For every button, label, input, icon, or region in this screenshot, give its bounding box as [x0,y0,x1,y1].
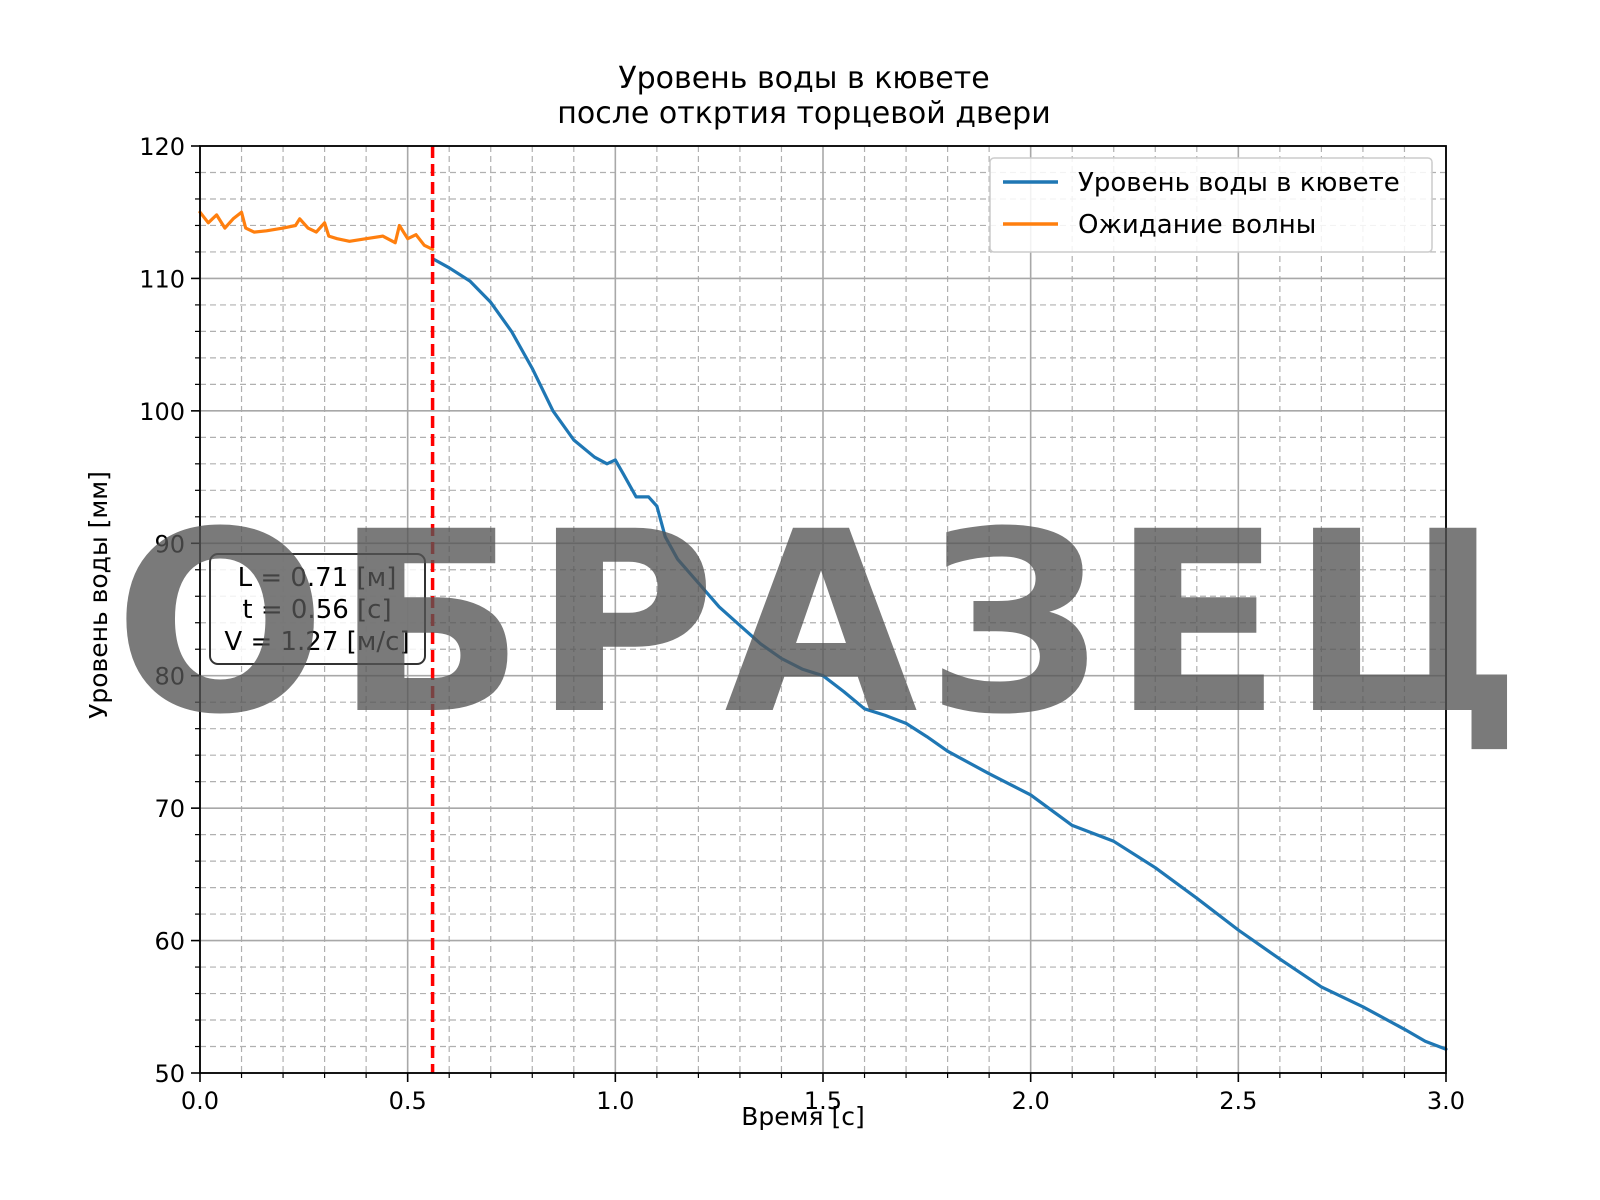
y-tick-label: 60 [154,928,185,956]
series-layer [198,210,1448,1051]
x-axis-label: Время [с] [741,1102,865,1131]
x-tick-label: 0.0 [181,1087,219,1115]
info-box-frame [209,553,426,665]
legend: Уровень воды в кювете Ожидание волны [989,157,1433,253]
x-tick-label: 1.0 [596,1087,634,1115]
y-tick-label: 80 [154,663,185,691]
series-line-1 [198,210,435,251]
watermark: ОБРАЗЕЦ [114,478,1530,769]
legend-box [989,157,1433,253]
info-velocity: V = 1.27 [м/с] [224,627,409,657]
series-line-0 [431,257,1448,1051]
chart-title-line-2: после откртия торцевой двери [557,96,1050,131]
ticks: 0.0 0.5 1.0 1.5 2.0 2.5 3.0 50 60 70 80 90 100 110 120 [139,133,1465,1115]
info-length: L = 0.71 [м] [238,563,397,593]
y-tick-label: 100 [139,398,185,426]
x-tick-label: 2.0 [1012,1087,1050,1115]
y-tick-label: 120 [139,133,185,161]
x-tick-label: 1.5 [804,1087,842,1115]
x-tick-label: 0.5 [389,1087,427,1115]
x-tick-label: 3.0 [1427,1087,1465,1115]
legend-label-water-level: Уровень воды в кювете [1078,168,1400,198]
info-box: L = 0.71 [м] t = 0.56 [с] V = 1.27 [м/с] [209,553,426,665]
y-tick-label: 70 [154,795,185,823]
y-axis-label: Уровень воды [мм] [84,471,113,719]
y-tick-label: 110 [139,265,185,293]
y-tick-label: 50 [154,1060,185,1088]
info-time: t = 0.56 [с] [242,595,391,625]
grid [199,145,1447,1074]
legend-label-waiting: Ожидание волны [1078,210,1316,240]
chart-title-line-1: Уровень воды в кювете [618,61,989,96]
y-tick-label: 90 [154,530,185,558]
x-tick-label: 2.5 [1219,1087,1257,1115]
